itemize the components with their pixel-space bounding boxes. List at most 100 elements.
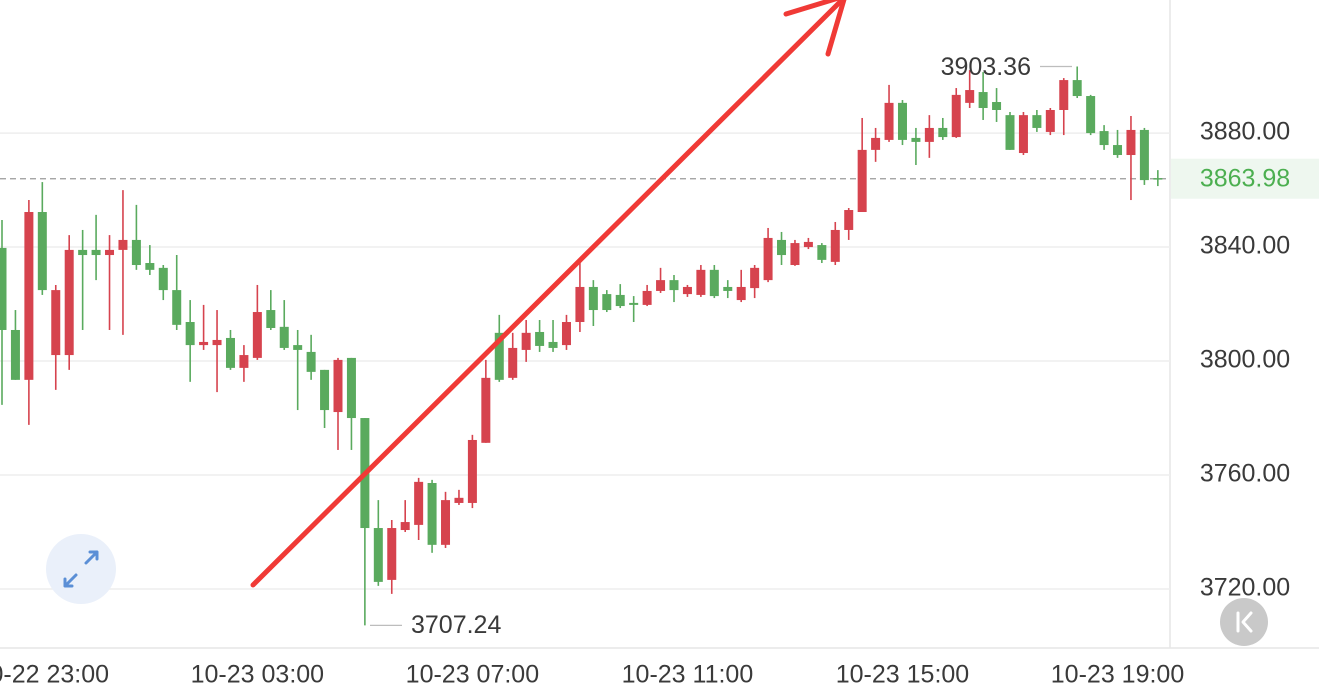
candle-body (978, 92, 988, 108)
candle-body (548, 341, 558, 348)
x-tick-label: 10-22 23:00 (0, 661, 109, 689)
x-tick-label: 10-23 03:00 (191, 661, 324, 689)
x-tick-label: 10-23 19:00 (1051, 661, 1184, 689)
candle-body (239, 355, 249, 368)
back-to-latest-button[interactable] (1220, 598, 1268, 646)
candle-body (37, 212, 47, 291)
candle-body (414, 481, 424, 525)
candle-body (830, 229, 840, 262)
candle-body (131, 239, 141, 266)
candle-body (561, 322, 571, 346)
candle-body (387, 528, 397, 580)
expand-button[interactable] (46, 534, 116, 604)
candle-body (951, 94, 961, 138)
candle-body (467, 439, 477, 503)
candle-body (1005, 115, 1015, 150)
candle-body (1032, 115, 1042, 128)
candle-body (642, 290, 652, 305)
candle-body (777, 239, 787, 256)
candle-body (521, 332, 531, 350)
candle-body (306, 351, 316, 372)
candle-body (763, 237, 773, 281)
candle-body (333, 359, 343, 413)
candle-body (696, 269, 706, 295)
candle-body (588, 286, 598, 311)
candle-body (225, 337, 235, 368)
candle-body (790, 243, 800, 266)
candle-body (938, 127, 948, 138)
candle-body (817, 245, 827, 260)
candle-body (656, 280, 666, 291)
candle-body (105, 249, 115, 256)
candle-body (441, 500, 451, 545)
candle-body (897, 102, 907, 140)
candle-body (924, 127, 934, 142)
candle-body (1059, 80, 1069, 110)
y-tick-label: 3880.00 (1200, 118, 1290, 146)
candle-body (91, 249, 101, 256)
candle-body (199, 341, 209, 346)
candle-body (1139, 129, 1149, 181)
candle-body (266, 310, 276, 328)
candle-body (615, 294, 625, 307)
candle-body (494, 332, 504, 380)
y-tick-label: 3840.00 (1200, 232, 1290, 260)
x-tick-label: 10-23 07:00 (406, 661, 539, 689)
candle-body (454, 497, 464, 503)
candle-body (320, 369, 330, 411)
candle-body (0, 247, 7, 330)
candle-body (575, 286, 585, 323)
candle-body (736, 286, 746, 301)
candle-body (145, 263, 155, 270)
y-tick-label: 3720.00 (1200, 574, 1290, 602)
y-tick-label: 3800.00 (1200, 346, 1290, 374)
candle-body (252, 312, 262, 358)
last-price-label: 3863.98 (1200, 164, 1290, 192)
candle-body (118, 239, 128, 250)
candle-body (682, 286, 692, 295)
candle-body (1072, 80, 1082, 97)
candle-body (481, 377, 491, 443)
candle-body (992, 102, 1002, 110)
candle-body (871, 137, 881, 150)
candle-body (508, 347, 518, 378)
candle-body (629, 302, 639, 305)
candle-body (857, 149, 867, 213)
candle-body (64, 249, 74, 356)
x-tick-label: 10-23 11:00 (622, 661, 754, 689)
candle-body (803, 241, 813, 248)
candle-body (1099, 131, 1109, 146)
candle-body (1086, 96, 1096, 134)
candle-body (158, 267, 168, 291)
candle-body (279, 326, 289, 348)
candle-body (400, 522, 410, 531)
candle-body (1113, 145, 1123, 156)
candle-body (1045, 109, 1055, 132)
candle-body (884, 102, 894, 140)
candle-body (602, 294, 612, 311)
candle-body (723, 286, 733, 291)
candle-body (51, 290, 61, 356)
candle-body (669, 280, 679, 291)
x-tick-label: 10-23 15:00 (836, 661, 969, 689)
candle-body (965, 90, 975, 103)
trend-arrow (250, 0, 847, 588)
plot-area: 3720.00 3760.00 3800.00 3840.00 3880.00 10-22… (0, 53, 1319, 689)
candle-body (1153, 178, 1163, 180)
candle-body (709, 269, 719, 297)
candle-body (185, 322, 195, 346)
candle-body (844, 210, 854, 230)
candle-body (911, 137, 921, 142)
last-price-tag (1171, 158, 1319, 199)
candle-body (24, 212, 34, 380)
candle-body (373, 528, 383, 582)
candle-body (78, 249, 88, 256)
candle-body (212, 339, 222, 346)
y-tick-label: 3760.00 (1200, 460, 1290, 488)
candle-body (535, 331, 545, 346)
candle-body (346, 357, 356, 419)
candle-body (172, 290, 182, 325)
min-marker-label: 3707.24 (411, 611, 501, 639)
candle-body (1018, 115, 1028, 154)
